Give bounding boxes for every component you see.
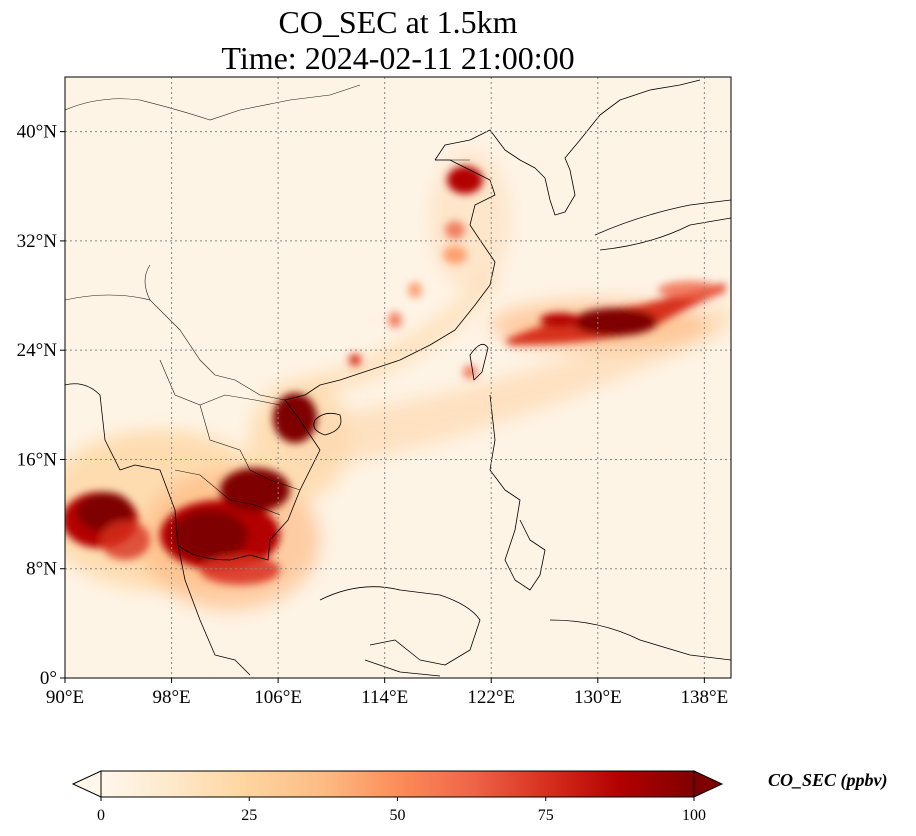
lat-tick-label: 16°N (17, 449, 58, 470)
lat-tick-label: 24°N (17, 340, 58, 361)
colorbar-extend-max (693, 770, 724, 798)
colorbar-tick-label: 25 (241, 807, 257, 824)
country-borders (65, 84, 470, 516)
lat-tick-label: 0° (40, 668, 57, 689)
figure-title-line1: CO_SEC at 1.5km (278, 4, 518, 40)
coastlines (65, 79, 731, 677)
colorbar-tick-label: 75 (538, 807, 554, 824)
lat-tick-label: 32°N (17, 231, 58, 252)
colorbar-label: CO_SEC (ppbv) (768, 770, 888, 790)
colorbar-tick-label: 50 (390, 807, 406, 824)
figure-title-line2: Time: 2024-02-11 21:00:00 (221, 40, 575, 76)
lat-tick-label: 40°N (17, 122, 58, 143)
map-frame (64, 76, 732, 679)
gridlines (65, 77, 731, 678)
lon-tick-label: 122°E (467, 687, 515, 708)
colorbar-ticks: 0 25 50 75 100 (97, 797, 706, 824)
lon-tick-label: 106°E (254, 687, 302, 708)
colorbar: 0 25 50 75 100 (71, 770, 724, 824)
lat-axis: 0° 8°N 16°N 24°N 32°N 40°N (17, 122, 65, 689)
lon-tick-label: 98°E (152, 687, 190, 708)
lon-tick-label: 138°E (681, 687, 729, 708)
lon-tick-label: 130°E (574, 687, 622, 708)
lon-tick-label: 90°E (46, 687, 84, 708)
colorbar-tick-label: 100 (682, 807, 706, 824)
map-area (65, 77, 731, 678)
lon-tick-label: 114°E (361, 687, 408, 708)
lat-tick-label: 8°N (26, 559, 57, 580)
co-field-core (65, 166, 725, 585)
colorbar-tick-label: 0 (97, 807, 105, 824)
colorbar-gradient (100, 770, 695, 798)
lon-axis: 90°E 98°E 106°E 114°E 122°E 130°E 138°E (46, 678, 728, 708)
colorbar-extend-min (71, 770, 102, 798)
